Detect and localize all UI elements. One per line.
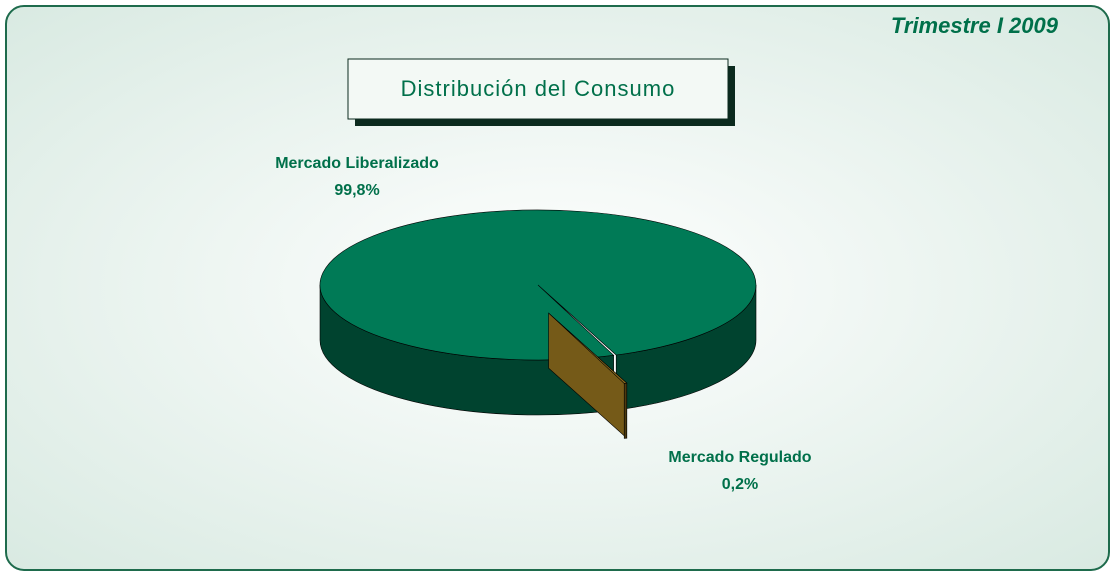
pie — [319, 209, 757, 439]
slice-side — [623, 382, 628, 439]
slice-top — [548, 312, 628, 384]
slice-label: Mercado Regulado — [668, 449, 811, 466]
chart-title: Distribución del Consumo — [401, 76, 676, 101]
title-box — [347, 58, 729, 120]
slice-top — [319, 209, 757, 361]
slice-label: Mercado Liberalizado — [275, 155, 439, 172]
subtitle: Trimestre I 2009 — [891, 13, 1059, 38]
slice-value-label: 99,8% — [334, 182, 379, 199]
slice-value-label: 0,2% — [722, 476, 758, 493]
